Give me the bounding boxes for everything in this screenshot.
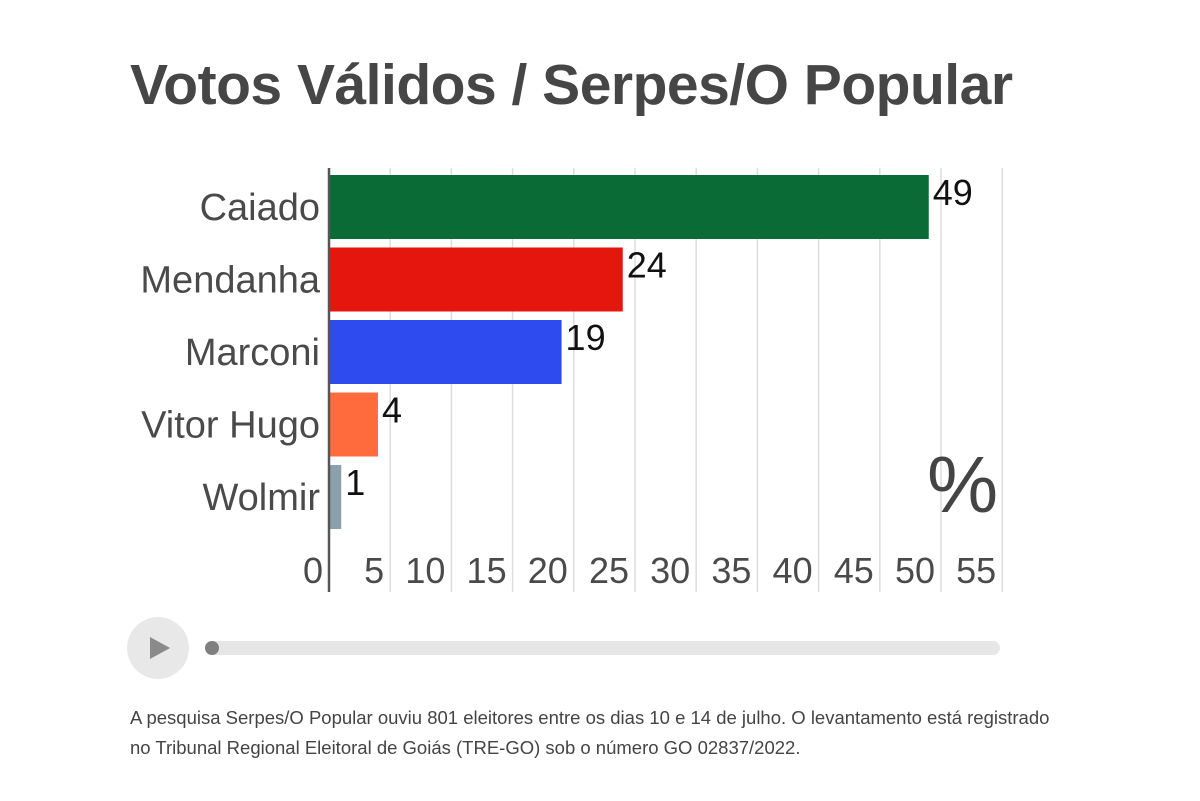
tick-label: 20 (528, 550, 568, 591)
tick-label: 25 (589, 550, 629, 591)
tick-label: 5 (364, 550, 384, 591)
data-label: 49 (933, 172, 973, 213)
bar (329, 392, 378, 457)
progress-knob[interactable] (205, 641, 219, 655)
data-label: 19 (566, 317, 606, 358)
play-button[interactable] (127, 617, 189, 679)
bar (329, 465, 342, 529)
tick-label: 0 (303, 550, 323, 591)
progress-track[interactable] (205, 641, 1000, 655)
category-label: Vitor Hugo (141, 405, 320, 447)
bar (329, 320, 562, 384)
data-label: 1 (345, 462, 365, 503)
tick-label: 15 (467, 550, 507, 591)
bar (329, 247, 623, 312)
category-label: Wolmir (202, 477, 320, 519)
category-label: Mendanha (140, 260, 320, 302)
bar-chart: Caiado 49 Mendanha 24 Marconi 19 Vitor Hugo 4 Wo… (140, 168, 1003, 592)
tick-label: 55 (956, 550, 996, 591)
tick-label: 30 (650, 550, 690, 591)
data-label: 24 (627, 245, 667, 286)
tick-label: 10 (405, 550, 445, 591)
chart-title: Votos Válidos / Serpes/O Popular (130, 53, 1013, 117)
bar (329, 175, 929, 239)
tick-label: 45 (834, 550, 874, 591)
data-label: 4 (382, 390, 402, 431)
play-icon (150, 637, 170, 659)
tick-label: 50 (895, 550, 935, 591)
tick-label: 40 (773, 550, 813, 591)
audio-player (127, 617, 1002, 679)
category-label: Marconi (185, 332, 320, 374)
category-label: Caiado (200, 187, 320, 229)
unit-label: % (927, 440, 998, 529)
footnote: A pesquisa Serpes/O Popular ouviu 801 el… (130, 707, 1050, 758)
tick-label: 35 (711, 550, 751, 591)
